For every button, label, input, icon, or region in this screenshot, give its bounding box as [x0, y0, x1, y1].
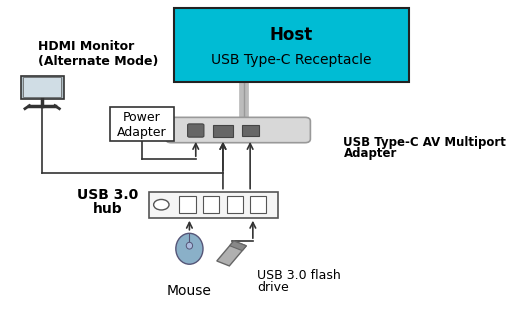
Text: hub: hub — [93, 202, 123, 216]
Text: Mouse: Mouse — [167, 284, 212, 298]
Text: HDMI Monitor: HDMI Monitor — [37, 40, 134, 53]
Ellipse shape — [176, 233, 203, 264]
Text: Adapter: Adapter — [344, 147, 397, 160]
Bar — [241, 125, 259, 136]
Bar — [213, 125, 233, 137]
Text: Power: Power — [123, 111, 161, 124]
Bar — [203, 196, 219, 213]
Bar — [174, 7, 409, 82]
Text: Host: Host — [270, 27, 313, 44]
Text: Adapter: Adapter — [117, 126, 166, 139]
Text: USB Type-C AV Multiport: USB Type-C AV Multiport — [344, 136, 506, 149]
Circle shape — [153, 199, 169, 210]
FancyBboxPatch shape — [166, 117, 310, 143]
Text: USB 3.0 flash: USB 3.0 flash — [257, 269, 341, 281]
Text: drive: drive — [257, 281, 289, 294]
Bar — [23, 77, 61, 97]
Polygon shape — [217, 241, 246, 266]
Text: USB Type-C Receptacle: USB Type-C Receptacle — [211, 53, 372, 67]
Text: (Alternate Mode): (Alternate Mode) — [37, 55, 158, 68]
Bar — [149, 192, 278, 218]
Bar — [227, 196, 243, 213]
FancyBboxPatch shape — [188, 124, 204, 137]
Bar — [21, 76, 63, 99]
Bar — [250, 196, 266, 213]
Polygon shape — [230, 241, 246, 251]
Bar — [179, 196, 196, 213]
Text: USB 3.0: USB 3.0 — [77, 188, 138, 202]
Ellipse shape — [186, 242, 192, 249]
Bar — [110, 106, 174, 140]
